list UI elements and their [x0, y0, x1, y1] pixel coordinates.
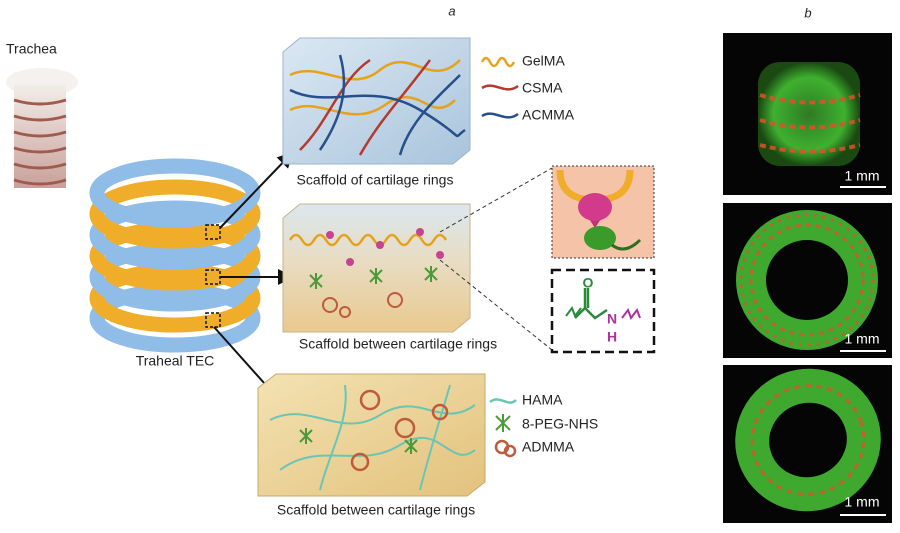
scaffold-block: [282, 37, 471, 165]
chem-atom: H: [607, 329, 617, 345]
micrograph: [723, 33, 892, 195]
chem-atom: N: [607, 311, 617, 327]
legend-label: HAMA: [522, 392, 563, 408]
tec-label: Traheal TEC: [136, 353, 215, 369]
inset-binding: [551, 165, 655, 259]
legend-swatches: [480, 56, 519, 119]
panel-label: a: [448, 3, 455, 18]
legend-label: CSMA: [522, 80, 563, 96]
scaffold-block: [282, 203, 471, 333]
scaffold-label: Scaffold between cartilage rings: [299, 336, 497, 352]
inset-connectors: [439, 167, 553, 351]
scale-bar-label: 1 mm: [845, 331, 880, 347]
legend-label: 8-PEG-NHS: [522, 416, 598, 432]
legend-label: ADMMA: [522, 439, 575, 455]
scale-bar-label: 1 mm: [845, 494, 880, 510]
legend-swatches: [489, 398, 517, 458]
scale-bar-label: 1 mm: [845, 168, 880, 184]
chem-atom: O: [583, 275, 594, 291]
scaffold-label: Scaffold of cartilage rings: [297, 172, 454, 188]
legend-label: GelMA: [522, 53, 565, 69]
scaffold-label: Scaffold between cartilage rings: [277, 502, 475, 518]
inset-chemical: [550, 268, 656, 354]
tec-rings: [89, 158, 261, 353]
trachea-label: Trachea: [6, 41, 57, 57]
panel-label: b: [804, 5, 811, 20]
micrograph: [723, 203, 892, 358]
micrograph: [723, 365, 892, 523]
scaffold-block: [257, 373, 486, 497]
legend-label: ACMMA: [522, 107, 575, 123]
trachea-photo: [6, 68, 78, 188]
